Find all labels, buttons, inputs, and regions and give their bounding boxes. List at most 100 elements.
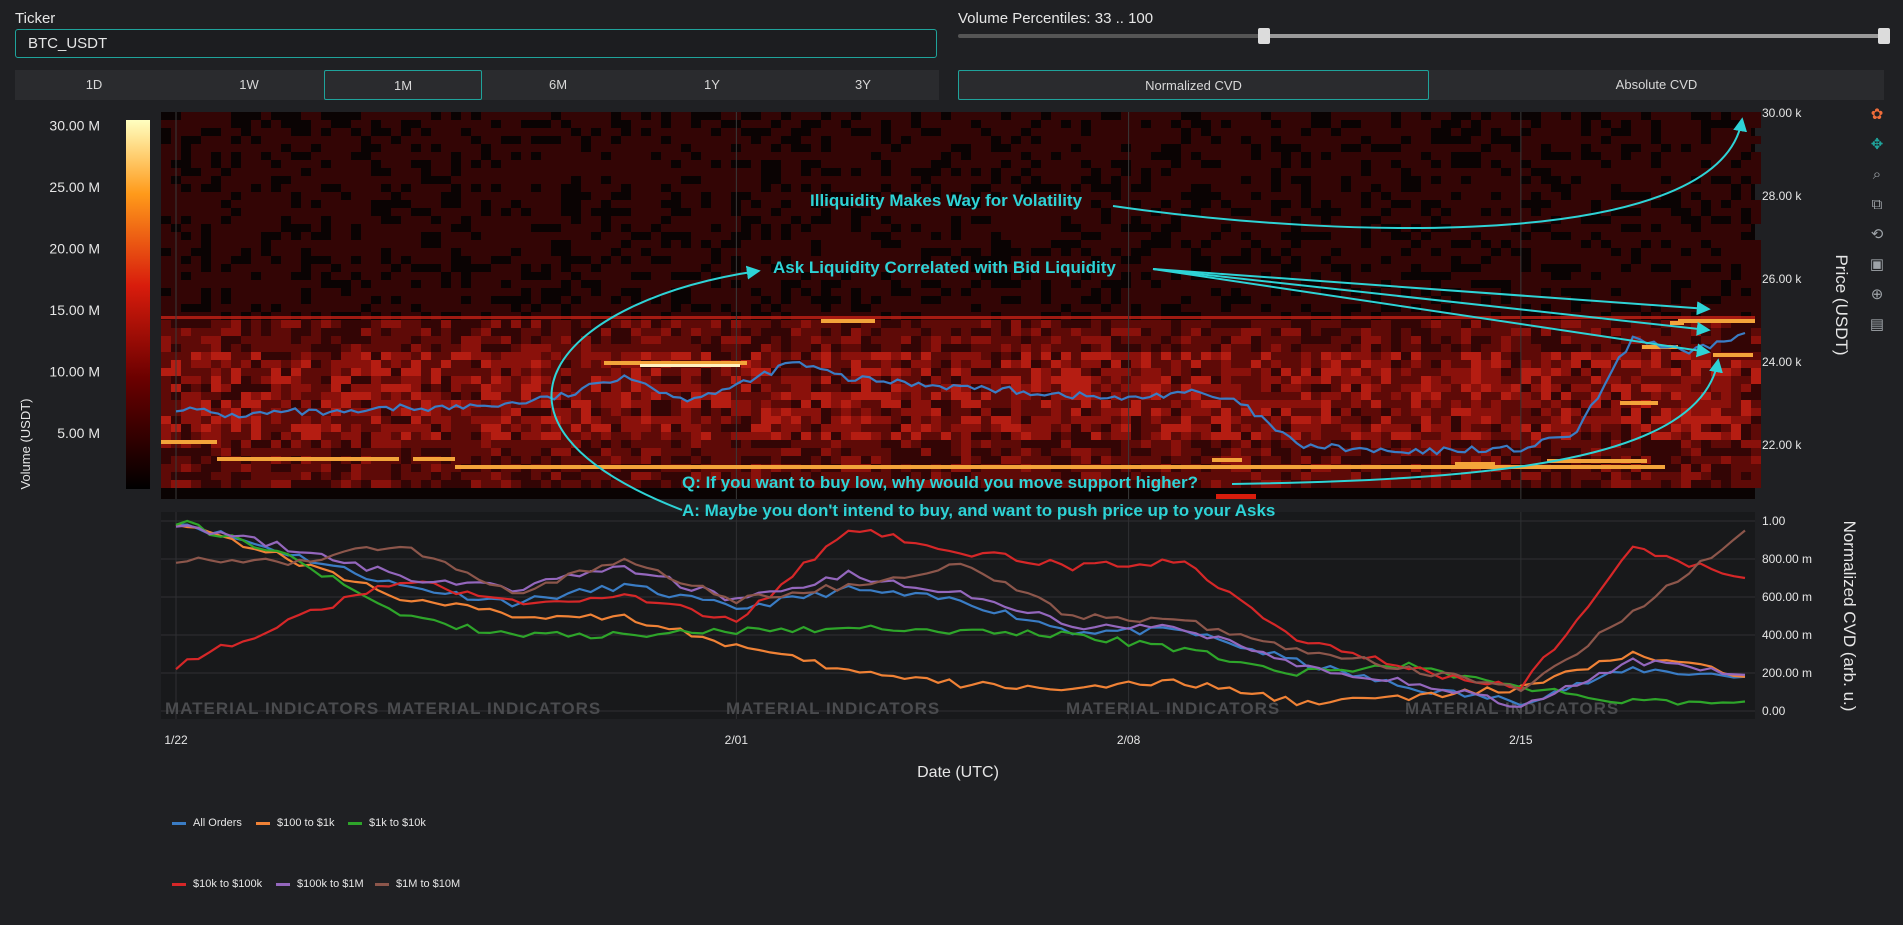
heatmap-cell (1141, 448, 1151, 456)
heatmap-cell (311, 440, 321, 448)
heatmap-cell (341, 400, 351, 408)
heatmap-cell (241, 280, 251, 288)
heatmap-cell (871, 448, 881, 456)
heatmap-cell (431, 360, 441, 368)
heatmap-cell (1171, 368, 1181, 376)
heatmap-cell (461, 344, 471, 352)
heatmap-cell (1021, 352, 1031, 360)
heatmap-cell (751, 400, 761, 408)
heatmap-cell (951, 440, 961, 448)
heatmap-cell (211, 400, 221, 408)
heatmap-cell (1351, 400, 1361, 408)
heatmap-cell (331, 176, 341, 184)
heatmap-cell (651, 288, 661, 296)
heatmap-cell (361, 240, 371, 248)
heatmap-cell (331, 376, 341, 384)
heatmap-cell (1111, 424, 1121, 432)
heatmap-cell (521, 440, 531, 448)
heatmap-cell (1141, 288, 1151, 296)
heatmap-cell (941, 448, 951, 456)
heatmap-cell (801, 384, 811, 392)
heatmap-cell (651, 440, 661, 448)
slider-high-handle[interactable] (1878, 28, 1890, 44)
heatmap-cell (1281, 304, 1291, 312)
heatmap-cell (961, 120, 971, 128)
heatmap-cell (901, 480, 911, 488)
heatmap-cell (1121, 176, 1131, 184)
heatmap-cell (1131, 376, 1141, 384)
heatmap-cell (1121, 384, 1131, 392)
heatmap-cell (1391, 264, 1401, 272)
heatmap-cell (1051, 280, 1061, 288)
heatmap-cell (521, 112, 531, 120)
heatmap-cell (1061, 256, 1071, 264)
heatmap-cell (471, 192, 481, 200)
heatmap-cell (701, 376, 711, 384)
timeframe-6m-button[interactable]: 6M (548, 77, 568, 92)
heatmap-cell (1201, 176, 1211, 184)
slider-low-handle[interactable] (1257, 28, 1270, 44)
heatmap-cell (851, 392, 861, 400)
heatmap-cell (1131, 160, 1141, 168)
heatmap-cell (871, 456, 881, 464)
heatmap-cell (711, 416, 721, 424)
heatmap-cell (471, 168, 481, 176)
heatmap-cell (1341, 248, 1351, 256)
heatmap-cell (511, 376, 521, 384)
heatmap-cell (1201, 432, 1211, 440)
heatmap-cell (951, 296, 961, 304)
heatmap-cell (801, 440, 811, 448)
heatmap-cell (851, 184, 861, 192)
heatmap-cell (1401, 296, 1411, 304)
heatmap-cell (181, 352, 191, 360)
heatmap-cell (1361, 384, 1371, 392)
heatmap-cell (361, 432, 371, 440)
heatmap-cell (811, 392, 821, 400)
heatmap-cell (861, 416, 871, 424)
absolute-cvd-button[interactable]: Absolute CVD (1615, 77, 1698, 92)
heatmap-cell (951, 280, 961, 288)
heatmap-cell (261, 368, 271, 376)
heatmap-cell (1341, 232, 1351, 240)
heatmap-cell (611, 456, 621, 464)
heatmap-cell (1271, 456, 1281, 464)
heatmap-cell (481, 456, 491, 464)
ticker-input[interactable] (15, 29, 937, 58)
heatmap-cell (391, 400, 401, 408)
heatmap-cell (1331, 456, 1341, 464)
heatmap-cell (1401, 208, 1411, 216)
heatmap-cell (191, 400, 201, 408)
heatmap-cell (561, 112, 571, 120)
heatmap-cell (1021, 200, 1031, 208)
normalized-cvd-button[interactable]: Normalized CVD (958, 70, 1429, 100)
heatmap-cell (531, 480, 541, 488)
heatmap-cell (1121, 360, 1131, 368)
heatmap-cell (191, 328, 201, 336)
heatmap-cell (611, 400, 621, 408)
heatmap-cell (181, 280, 191, 288)
timeframe-1d-button[interactable]: 1D (85, 77, 103, 92)
cvd-mode-selector: Normalized CVD Absolute CVD (958, 70, 1884, 100)
heatmap-cell (711, 152, 721, 160)
heatmap-cell (491, 352, 501, 360)
heatmap-cell (881, 344, 891, 352)
heatmap-cell (1221, 424, 1231, 432)
heatmap-cell (771, 192, 781, 200)
volume-percentile-slider[interactable] (958, 28, 1890, 44)
heatmap-cell (821, 224, 831, 232)
timeframe-1m-button[interactable]: 1M (324, 70, 482, 100)
timeframe-1w-button[interactable]: 1W (239, 77, 259, 92)
heatmap-cell (1051, 336, 1061, 344)
heatmap-cell (711, 200, 721, 208)
heatmap-cell (1341, 472, 1351, 480)
timeframe-1y-button[interactable]: 1Y (704, 77, 720, 92)
heatmap-cell (481, 280, 491, 288)
heatmap-cell (1171, 480, 1181, 488)
timeframe-3y-button[interactable]: 3Y (855, 77, 871, 92)
heatmap-cell (1261, 152, 1271, 160)
heatmap-cell (1401, 280, 1411, 288)
heatmap-cell (681, 376, 691, 384)
heatmap-cell (1031, 368, 1041, 376)
heatmap-cell (1241, 120, 1251, 128)
heatmap-cell (811, 264, 821, 272)
